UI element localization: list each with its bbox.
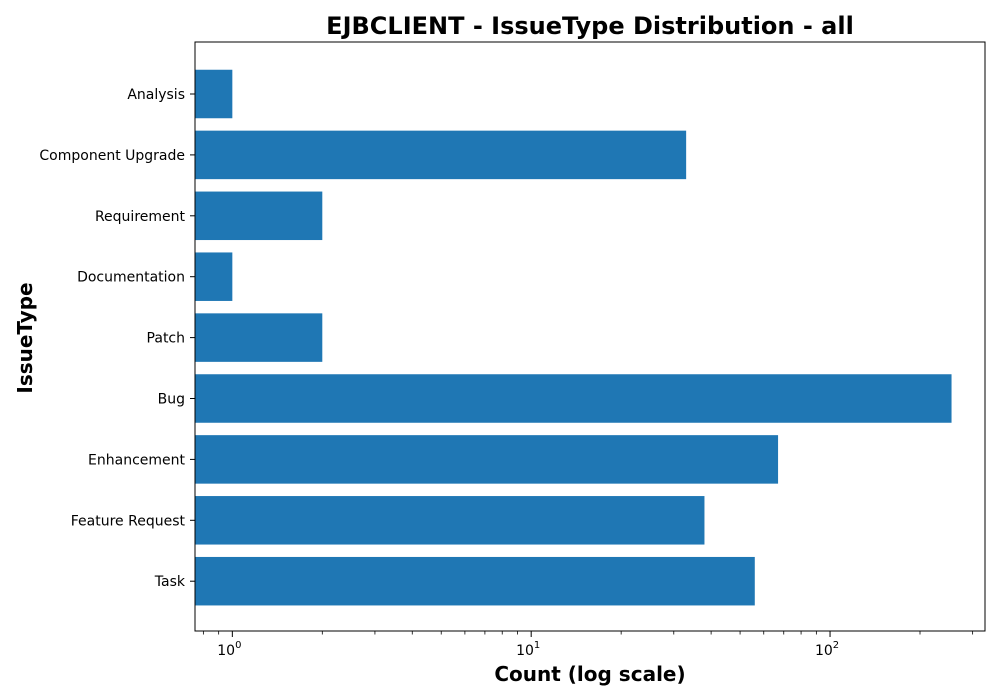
y-axis-label: IssueType (13, 282, 37, 393)
bar-bug (195, 374, 952, 423)
chart-title: EJBCLIENT - IssueType Distribution - all (326, 12, 854, 40)
y-tick-label: Component Upgrade (39, 148, 185, 164)
bar-analysis (195, 69, 233, 119)
y-tick-label: Enhancement (88, 452, 185, 468)
y-tick-label: Requirement (95, 209, 186, 225)
x-tick-label: 101 (516, 640, 540, 659)
bar-documentation (195, 252, 233, 301)
x-axis-ticks: 100 101 102 (202, 631, 974, 659)
y-tick-label: Analysis (127, 87, 185, 103)
plot-frame (194, 41, 986, 632)
y-axis-ticks: Analysis Component Upgrade Requirement Docu… (39, 87, 195, 590)
bar-task (195, 556, 755, 606)
bar-enhancement (195, 435, 779, 484)
x-tick-label: 102 (815, 640, 839, 659)
y-tick-label: Patch (147, 331, 185, 347)
bar-requirement (195, 191, 323, 241)
y-tick-label: Documentation (77, 270, 185, 286)
bar-group (195, 69, 952, 606)
y-tick-label: Bug (158, 392, 185, 408)
y-tick-label: Task (154, 574, 186, 590)
bar-patch (195, 313, 323, 362)
x-axis-label: Count (log scale) (494, 662, 685, 686)
bar-feature-request (195, 496, 705, 545)
x-tick-label: 100 (217, 640, 241, 659)
bar-component-upgrade (195, 130, 687, 180)
y-tick-label: Feature Request (71, 513, 186, 529)
